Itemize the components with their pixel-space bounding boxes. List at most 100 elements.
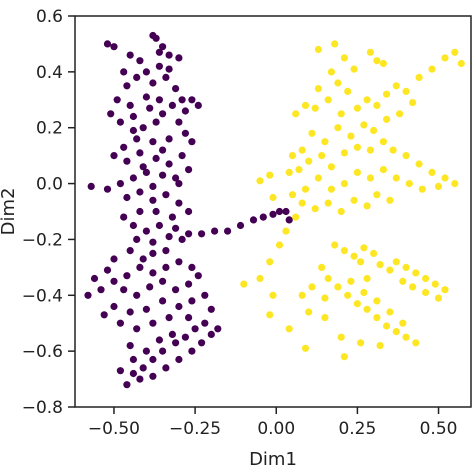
scatter-point-s0-3 xyxy=(136,57,144,65)
scatter-point-s1-38 xyxy=(305,157,313,165)
scatter-point-s1-14 xyxy=(344,87,352,95)
scatter-point-s1-45 xyxy=(389,146,397,154)
scatter-point-s1-13 xyxy=(324,96,332,104)
scatter-point-s1-79 xyxy=(340,247,348,255)
scatter-point-s0-97 xyxy=(194,272,202,280)
scatter-point-s1-67 xyxy=(350,196,358,204)
scatter-point-s0-133 xyxy=(126,342,134,350)
x-axis-ticks: −0.50 −0.25 0.00 0.25 0.50 xyxy=(88,407,457,439)
scatter-point-s1-59 xyxy=(327,185,335,193)
scatter-point-s1-35 xyxy=(308,129,316,137)
scatter-point-s1-112 xyxy=(308,283,316,291)
scatter-point-s0-50 xyxy=(123,193,131,202)
scatter-point-s0-100 xyxy=(159,297,167,305)
scatter-point-s1-62 xyxy=(288,191,297,199)
scatter-point-s0-34 xyxy=(133,135,141,143)
scatter-point-s1-19 xyxy=(383,90,391,98)
scatter-point-s1-26 xyxy=(457,59,465,68)
x-tick-label: −0.25 xyxy=(169,419,221,439)
scatter-point-s0-38 xyxy=(136,149,144,157)
scatter-point-s1-34 xyxy=(321,138,329,146)
scatter-point-s0-67 xyxy=(224,227,232,235)
y-tick-label: 0.0 xyxy=(36,175,63,195)
y-axis-ticks: 0.6 0.4 0.2 0.0 −0.2 −0.4 −0.6 −0.8 xyxy=(22,7,75,418)
scatter-point-s0-14 xyxy=(162,73,170,81)
scatter-point-s0-51 xyxy=(136,188,144,196)
scatter-point-s1-117 xyxy=(357,339,365,347)
scatter-point-s0-95 xyxy=(172,286,180,294)
scatter-point-s1-8 xyxy=(334,79,342,87)
scatter-point-s0-66 xyxy=(211,227,219,235)
scatter-point-s1-97 xyxy=(324,274,332,283)
scatter-point-s0-127 xyxy=(214,325,222,333)
scatter-point-s1-92 xyxy=(434,294,443,302)
scatter-point-s0-147 xyxy=(120,68,128,76)
scatter-point-s0-109 xyxy=(201,291,209,299)
scatter-point-s1-41 xyxy=(340,149,348,157)
scatter-point-s0-52 xyxy=(149,196,157,204)
scatter-point-s1-50 xyxy=(451,180,459,188)
scatter-point-s1-15 xyxy=(337,110,345,118)
scatter-point-s0-131 xyxy=(129,355,137,364)
scatter-point-s1-64 xyxy=(311,205,319,213)
scatter-point-s1-11 xyxy=(292,110,300,118)
scatter-point-s1-4 xyxy=(366,48,374,56)
scatter-point-s0-98 xyxy=(188,297,196,305)
scatter-point-s0-63 xyxy=(172,224,180,232)
scatter-point-s1-115 xyxy=(321,314,329,322)
scatter-point-s1-100 xyxy=(353,300,361,308)
scatter-point-s0-142 xyxy=(139,163,147,171)
scatter-point-s1-65 xyxy=(324,199,332,207)
scatter-point-s0-74 xyxy=(285,216,293,224)
scatter-point-s1-22 xyxy=(415,73,423,81)
scatter-point-s1-113 xyxy=(298,291,306,299)
scatter-point-s0-2 xyxy=(126,51,134,59)
scatter-point-s0-59 xyxy=(120,213,128,221)
scatter-point-s0-126 xyxy=(207,330,215,338)
scatter-point-s0-46 xyxy=(129,174,137,182)
y-tick-label: −0.2 xyxy=(22,230,63,250)
scatter-point-s0-33 xyxy=(149,138,157,146)
scatter-point-s1-74 xyxy=(295,166,303,174)
scatter-point-s0-28 xyxy=(159,110,167,118)
scatter-point-s0-82 xyxy=(162,263,170,271)
plot-area-frame xyxy=(74,15,472,408)
scatter-point-s1-95 xyxy=(399,277,407,285)
scatter-point-s1-104 xyxy=(392,328,400,336)
scatter-point-s1-102 xyxy=(373,314,381,322)
scatter-point-s1-2 xyxy=(340,54,348,62)
scatter-point-s0-48 xyxy=(103,185,112,193)
x-tick-label: 0.25 xyxy=(338,419,376,439)
scatter-point-s0-128 xyxy=(168,330,176,338)
scatter-point-s1-82 xyxy=(370,249,378,257)
scatter-point-s1-42 xyxy=(353,143,361,151)
scatter-point-s1-52 xyxy=(418,185,426,193)
scatter-point-s1-76 xyxy=(282,227,290,235)
scatter-point-s1-54 xyxy=(392,174,400,182)
scatter-point-s0-0 xyxy=(103,40,112,48)
scatter-point-s1-120 xyxy=(301,344,310,352)
y-axis-label: Dim2 xyxy=(0,188,19,236)
scatter-point-s1-122 xyxy=(269,291,277,299)
scatter-point-s1-30 xyxy=(370,126,378,135)
scatter-point-s1-126 xyxy=(275,241,284,249)
scatter-point-s0-135 xyxy=(149,249,157,257)
scatter-point-s0-76 xyxy=(178,235,186,243)
scatter-point-s0-10 xyxy=(142,68,150,76)
scatter-point-s1-124 xyxy=(240,280,248,288)
scatter-point-s0-124 xyxy=(188,347,196,355)
scatter-point-s0-42 xyxy=(185,166,193,174)
scatter-point-s1-69 xyxy=(373,191,381,199)
scatter-point-s1-55 xyxy=(379,166,387,174)
scatter-point-s1-91 xyxy=(441,286,449,294)
scatter-point-s1-103 xyxy=(383,322,391,330)
scatter-point-s0-23 xyxy=(107,110,115,118)
scatter-point-s1-129 xyxy=(363,274,371,283)
x-tick-label: 0.00 xyxy=(257,419,295,439)
scatter-point-s1-63 xyxy=(298,199,306,207)
scatter-point-s1-105 xyxy=(402,333,410,341)
scatter-point-s1-90 xyxy=(431,280,439,288)
scatter-point-s0-24 xyxy=(116,118,124,126)
scatter-point-s1-29 xyxy=(383,115,391,123)
